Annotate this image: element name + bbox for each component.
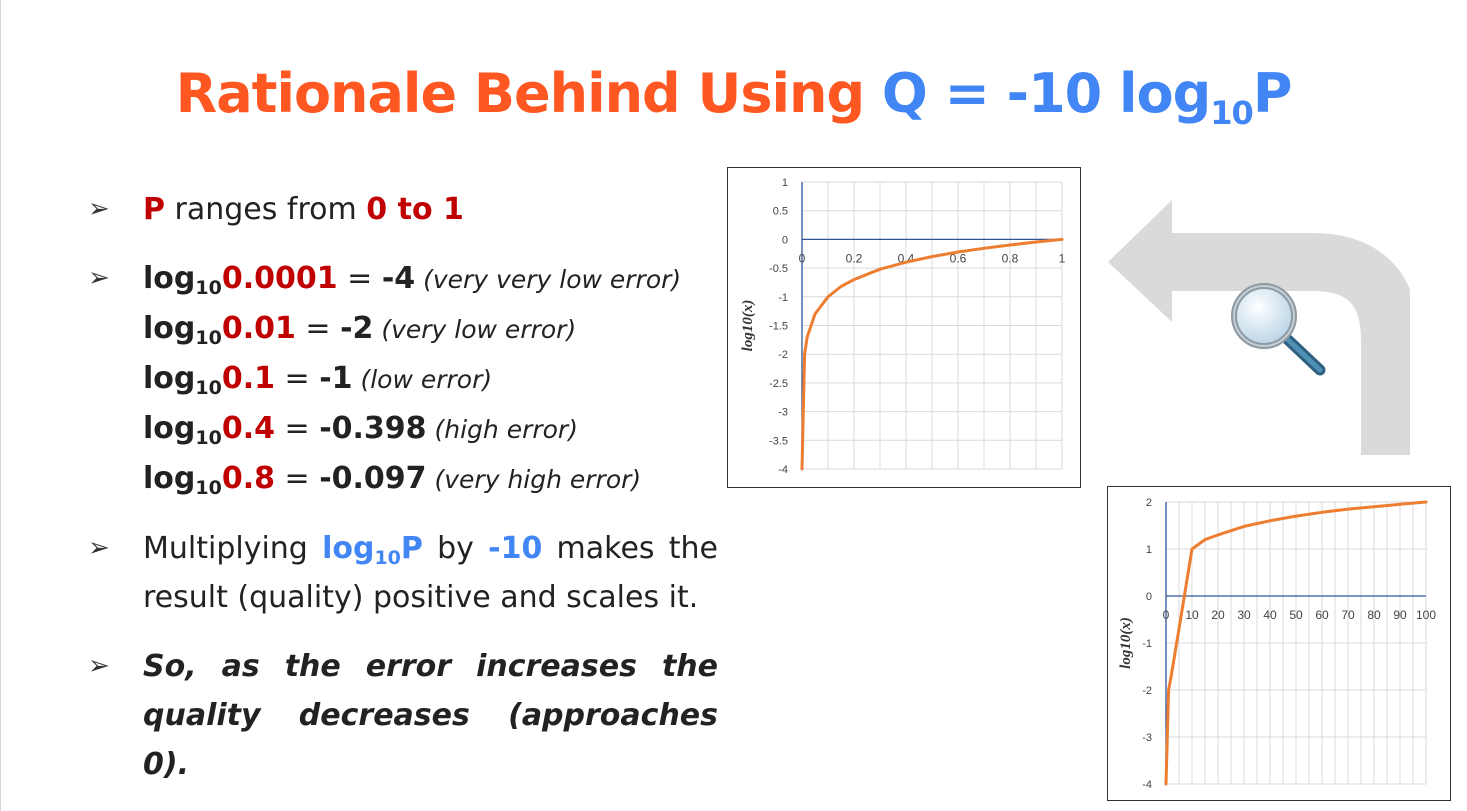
magnifier-icon — [1231, 283, 1326, 376]
y-tick-label: 2 — [1146, 497, 1152, 509]
chart2-svg: 210-1-2-3-40 10 20 30 40 50 60 70 80 90 100log10(x… — [1118, 497, 1436, 791]
y-axis-label: log10(x) — [740, 300, 756, 352]
x-tick-label: 100 — [1416, 608, 1436, 622]
y-tick-label: -4 — [1142, 779, 1152, 791]
y-tick-label: 1 — [1146, 544, 1152, 556]
log-line-4: log100.4 = -0.398 (high error) — [143, 411, 578, 449]
y-tick-label: -0.5 — [769, 263, 788, 275]
multiplier: -10 — [488, 531, 543, 566]
y-tick-label: -2 — [778, 349, 788, 361]
series-line — [800, 237, 1064, 471]
p-variable: P — [143, 192, 165, 227]
bullet-log-examples: ➢ log100.0001 = -4 (very very low error)… — [88, 254, 718, 504]
bullet-arrow-icon: ➢ — [88, 651, 110, 681]
x-tick-label: 80 — [1367, 608, 1381, 622]
y-tick-label: -3 — [1142, 732, 1152, 744]
title-formula: Q = -10 log10P — [881, 62, 1293, 129]
x-tick-label: 20 — [1211, 608, 1225, 622]
curved-arrow-icon — [1108, 200, 1410, 455]
log-p-term: log10P — [322, 531, 423, 569]
y-tick-label: -4 — [778, 464, 788, 476]
log-line-3: log100.1 = -1 (low error) — [143, 361, 493, 399]
chart-log-0-100: 2 1 0 -1 -2 -3 -4 0 10 20 30 40 50 60 70 80 90 100 log10(x… — [1107, 486, 1451, 801]
bullet-list: ➢ P ranges from 0 to 1 ➢ log100.0001 = -… — [88, 185, 718, 789]
y-tick-label: -3 — [778, 407, 788, 419]
y-tick-label: -1 — [1142, 638, 1152, 650]
x-tick-label: 10 — [1185, 608, 1199, 622]
formula-end: P — [1252, 62, 1293, 125]
bullet-p-range: ➢ P ranges from 0 to 1 — [88, 185, 718, 234]
x-tick-label: 50 — [1289, 608, 1303, 622]
y-tick-label: 0.5 — [773, 206, 788, 218]
y-tick-label: -1.5 — [769, 321, 788, 333]
slide-left-edge — [0, 0, 1, 811]
y-tick-label: 1 — [782, 177, 788, 189]
bullet-arrow-icon: ➢ — [88, 194, 110, 224]
y-tick-label: -2.5 — [769, 378, 788, 390]
range-text: ranges from — [165, 192, 367, 227]
chart1-svg: 10.50-0.5-1-1.5-2-2.5-3-3.5-40 0.2 0.4 0.6 0… — [740, 177, 1066, 476]
title-text: Rationale Behind Using — [175, 62, 882, 125]
bullet-arrow-icon: ➢ — [88, 533, 110, 563]
x-tick-label: 0 — [799, 251, 806, 265]
range-value: 0 to 1 — [366, 192, 464, 227]
formula-main: Q = -10 log — [881, 62, 1211, 125]
x-tick-label: 0 — [1163, 608, 1170, 622]
slide-title: Rationale Behind Using Q = -10 log10P — [0, 62, 1467, 129]
y-tick-label: 0 — [782, 234, 788, 246]
y-tick-label: -2 — [1142, 685, 1152, 697]
x-tick-label: 40 — [1263, 608, 1277, 622]
bullet-multiplying: ➢ Multiplying log10P by -10 makes the re… — [88, 524, 718, 622]
bullet-arrow-icon: ➢ — [88, 263, 110, 293]
x-tick-label: 90 — [1393, 608, 1407, 622]
x-tick-label: 0.6 — [950, 251, 967, 265]
x-tick-label: 70 — [1341, 608, 1355, 622]
x-tick-label: 1 — [1059, 251, 1066, 265]
y-axis-label: log10(x) — [1118, 617, 1134, 669]
x-tick-label: 60 — [1315, 608, 1329, 622]
y-tick-label: -3.5 — [769, 435, 788, 447]
bullet-conclusion: ➢ So, as the error increases the quality… — [88, 642, 718, 789]
chart-log-0-1: 1 0.5 0 -0.5 -1 -1.5 -2 -2.5 -3 -3.5 -4 0 0.2 0.4 0.6 0… — [727, 167, 1081, 488]
series-line — [1164, 500, 1428, 786]
y-tick-label: -1 — [778, 292, 788, 304]
x-tick-label: 0.8 — [1002, 251, 1019, 265]
log-line-5: log100.8 = -0.097 (very high error) — [143, 461, 642, 499]
x-tick-label: 30 — [1237, 608, 1251, 622]
log-line-1: log100.0001 = -4 (very very low error) — [143, 261, 682, 299]
y-tick-label: 0 — [1146, 591, 1152, 603]
formula-sub: 10 — [1210, 94, 1254, 132]
log-line-2: log100.01 = -2 (very low error) — [143, 311, 577, 349]
x-tick-label: 0.2 — [846, 251, 863, 265]
